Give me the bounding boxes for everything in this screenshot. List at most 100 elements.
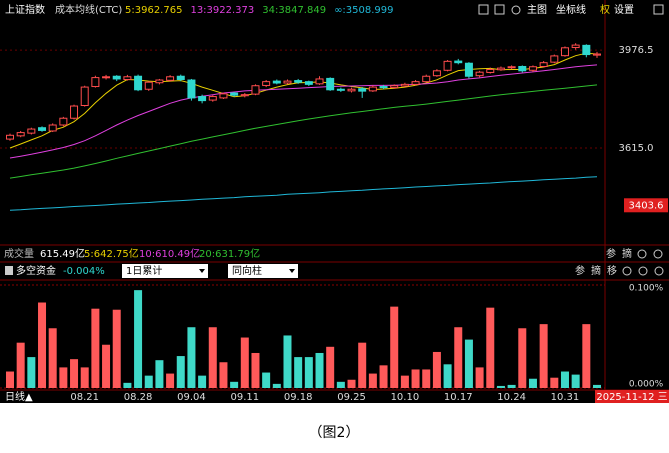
- bar: [475, 367, 484, 388]
- bar: [251, 352, 260, 388]
- bar: [240, 337, 249, 388]
- bar: [294, 357, 303, 388]
- x-tick-label: 10.17: [444, 392, 473, 403]
- x-tick-label: 10.31: [551, 392, 580, 403]
- date-box: [595, 390, 669, 403]
- x-tick-label: 09.11: [230, 392, 259, 403]
- dropdown[interactable]: [122, 264, 208, 278]
- legend-entry: ∞:3508.999: [334, 5, 393, 16]
- close-icon[interactable]: [653, 249, 663, 259]
- candle-body: [176, 75, 185, 80]
- volume-average: 10:610.49亿: [139, 247, 200, 260]
- tool-button[interactable]: 参: [606, 247, 616, 260]
- bar: [422, 369, 431, 388]
- candle-body: [347, 88, 356, 92]
- favorite-icon[interactable]: [511, 5, 521, 15]
- volume-value: 615.49亿: [40, 247, 85, 260]
- candle-body: [48, 124, 57, 132]
- bar: [411, 369, 420, 388]
- dropdown-arrow[interactable]: [289, 269, 295, 273]
- current-date: 2025-11-12 三: [596, 392, 667, 403]
- bar: [59, 367, 68, 388]
- bar: [262, 372, 271, 388]
- candle-body: [70, 105, 79, 119]
- candle-body: [112, 75, 121, 80]
- candle-body: [315, 78, 324, 85]
- tool-button[interactable]: 坐标线: [556, 3, 586, 16]
- candle-body: [134, 75, 143, 91]
- tool-button[interactable]: 参: [575, 264, 585, 277]
- bar: [155, 360, 164, 388]
- candle-body: [27, 128, 36, 134]
- bar: [144, 375, 153, 388]
- bar: [336, 381, 345, 388]
- candle-body: [550, 55, 559, 63]
- y-tick-label: 0.100%: [629, 284, 664, 294]
- candle-body: [251, 85, 260, 95]
- volume-average: 5:642.75亿: [84, 247, 139, 260]
- caption: （图2）: [309, 425, 360, 441]
- zoom-in-icon[interactable]: [478, 4, 489, 15]
- bar: [347, 379, 356, 388]
- bar: [560, 371, 569, 388]
- bar: [400, 375, 409, 388]
- dropdown-arrow[interactable]: [199, 269, 205, 273]
- volume-label: 成交量: [4, 247, 34, 260]
- bar: [518, 328, 527, 388]
- tool-button[interactable]: 摘: [591, 264, 601, 277]
- bar: [368, 373, 377, 388]
- close-icon[interactable]: [653, 4, 664, 15]
- bar: [176, 356, 185, 388]
- favorite-icon[interactable]: [637, 249, 647, 259]
- tool-button[interactable]: 摘: [622, 247, 632, 260]
- dropdown-label[interactable]: 同向柱: [232, 264, 262, 277]
- y-tick-label: 3615.0: [619, 143, 654, 154]
- candle-body: [144, 81, 153, 90]
- candle-body: [166, 76, 175, 81]
- dropdown-label[interactable]: 1日累计: [126, 264, 162, 277]
- candle-body: [6, 134, 14, 140]
- candle-body: [571, 44, 580, 49]
- bar: [304, 357, 313, 388]
- tool-button[interactable]: 设置: [614, 4, 634, 16]
- x-tick-label: 10.24: [497, 392, 526, 403]
- candle-body: [454, 60, 463, 64]
- ma-line: [9, 64, 598, 159]
- settings-icon[interactable]: [638, 266, 648, 276]
- indicator-name: 成本均线(CTC): [55, 3, 122, 16]
- candle-body: [390, 85, 399, 89]
- period-label[interactable]: 日线▲: [5, 390, 33, 403]
- candle-body: [496, 67, 505, 71]
- candle-body: [475, 71, 484, 77]
- volume-average: 20:631.79亿: [199, 247, 260, 260]
- candle-body: [336, 88, 345, 91]
- bar: [112, 309, 121, 388]
- ma-line: [9, 84, 598, 179]
- bar: [582, 324, 591, 388]
- zoom-out-icon[interactable]: [494, 4, 505, 15]
- candle-body: [368, 86, 377, 92]
- candle-body: [379, 86, 388, 89]
- tool-button[interactable]: 主图: [527, 4, 547, 16]
- bar: [208, 327, 217, 388]
- close-icon[interactable]: [654, 266, 664, 276]
- dropdown[interactable]: [228, 264, 298, 278]
- tool-button[interactable]: 权: [600, 3, 610, 16]
- price-marker: [624, 198, 668, 213]
- candle-body: [400, 83, 409, 87]
- candle-body: [91, 77, 100, 88]
- bar: [102, 344, 111, 388]
- bar: [6, 371, 14, 388]
- candle-body: [464, 62, 473, 77]
- candle-body: [560, 47, 569, 57]
- y-tick-label: 3976.5: [619, 45, 654, 56]
- candle-body: [230, 92, 239, 96]
- panel-value: -0.004%: [63, 266, 105, 277]
- x-tick-label: 08.28: [124, 392, 153, 403]
- favorite-icon[interactable]: [622, 266, 632, 276]
- tool-button[interactable]: 移: [607, 264, 617, 277]
- candle-body: [208, 96, 217, 101]
- candle-body: [518, 65, 527, 72]
- bar: [390, 306, 399, 388]
